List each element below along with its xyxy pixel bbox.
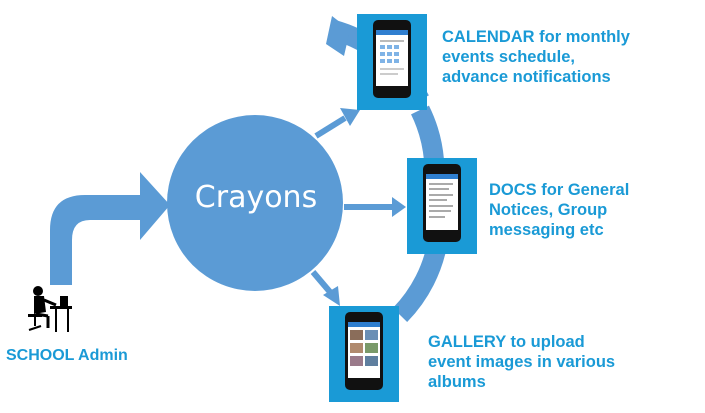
school-admin-label: SCHOOL Admin <box>6 347 128 364</box>
smartphone-docs-screen-icon <box>423 164 461 242</box>
gallery-line-1: GALLERY to upload <box>428 333 585 351</box>
calendar-line-1: CALENDAR for monthly <box>442 28 630 46</box>
calendar-description: CALENDAR for monthly events schedule, ad… <box>442 27 630 87</box>
gallery-line-2: event images in various <box>428 353 616 371</box>
hub-label: Crayons <box>194 180 318 215</box>
person-at-desk-icon <box>28 286 72 332</box>
admin-to-hub-arrow <box>50 172 170 285</box>
gallery-line-3: albums <box>428 373 486 391</box>
gallery-description: GALLERY to upload event images in variou… <box>428 332 615 392</box>
hub-to-calendar-arrow <box>314 108 360 139</box>
docs-line-1: DOCS for General <box>489 181 630 199</box>
hub-to-docs-arrow <box>344 197 406 217</box>
calendar-line-3: advance notifications <box>442 68 611 86</box>
calendar-line-2: events schedule, <box>442 48 575 66</box>
hub-to-gallery-arrow <box>310 270 340 306</box>
docs-line-3: messaging etc <box>489 221 604 239</box>
smartphone-gallery-screen-icon <box>345 312 383 390</box>
docs-line-2: Notices, Group <box>489 201 608 219</box>
crayons-hub-circle <box>167 115 343 291</box>
smartphone-calendar-screen-icon <box>373 20 411 98</box>
docs-description: DOCS for General Notices, Group messagin… <box>489 180 629 240</box>
